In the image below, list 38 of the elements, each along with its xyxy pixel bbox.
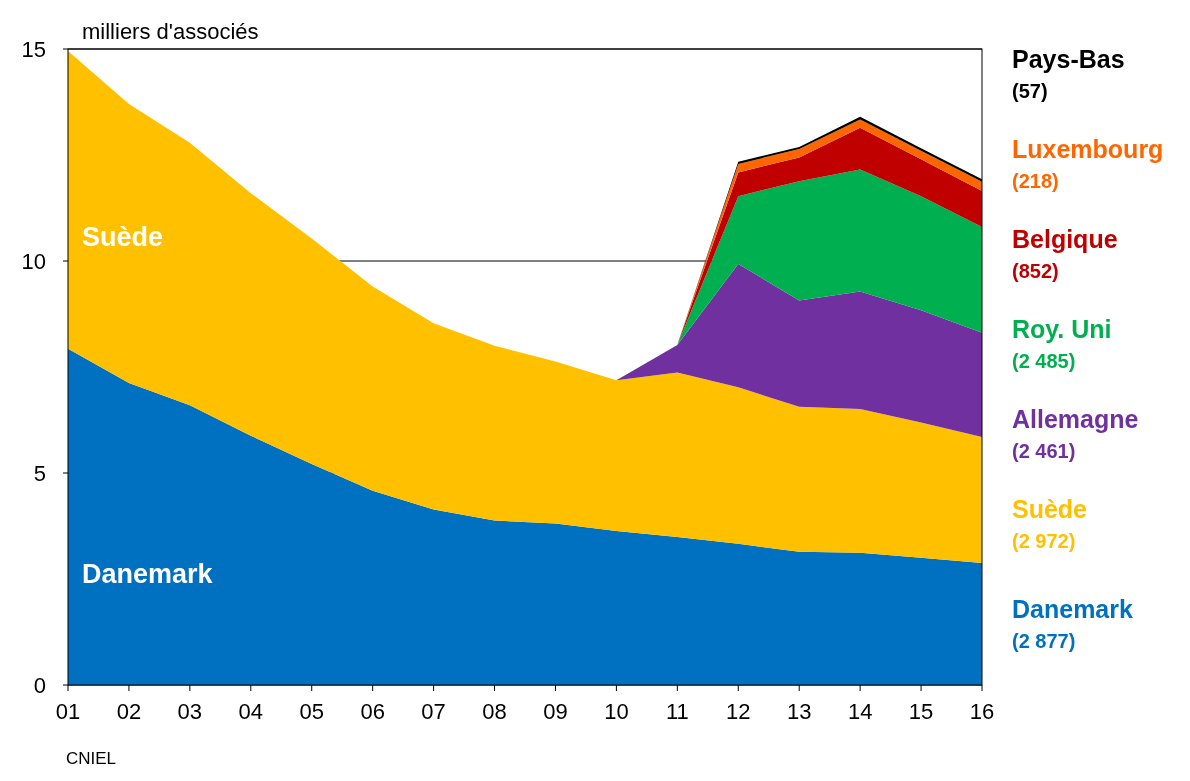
x-tick-label: 13: [786, 699, 812, 724]
x-tick-label: 15: [908, 699, 934, 724]
x-tick-label: 11: [665, 699, 689, 724]
y-tick-label: 10: [21, 248, 46, 274]
series-label: Luxembourg: [1012, 135, 1164, 163]
x-tick-label: 14: [847, 699, 873, 724]
x-tick-label: 10: [604, 699, 629, 724]
x-tick-label: 08: [482, 699, 507, 724]
x-tick-label: 04: [238, 699, 264, 724]
text: (218): [1012, 170, 1059, 192]
y-tick-label: 0: [33, 672, 46, 698]
text: (852): [1012, 260, 1059, 282]
series-label: Danemark: [1012, 594, 1133, 623]
x-tick-label: 06: [360, 699, 385, 724]
y-axis-title: milliers d'associés: [82, 19, 259, 44]
x-tick-label: 01: [55, 699, 81, 724]
y-tick-label: 5: [33, 460, 46, 486]
x-tick-label: 12: [726, 699, 751, 724]
text: (2 461): [1012, 440, 1076, 462]
series-label: Belgique: [1012, 225, 1118, 253]
text: Pays-Bas: [1012, 45, 1125, 73]
series-label: Suède: [1012, 495, 1088, 523]
series-label: Allemagne: [1012, 405, 1139, 433]
x-tick-label: 16: [969, 699, 995, 724]
series-label: Roy. Uni: [1012, 315, 1112, 343]
text: (57): [1012, 80, 1048, 102]
annotation: Danemark: [82, 559, 214, 590]
text: (2 485): [1012, 350, 1076, 372]
x-tick-label: 07: [421, 699, 446, 724]
text: (2 877): [1012, 629, 1076, 652]
x-tick-label: 02: [116, 699, 142, 724]
y-tick-label: 15: [21, 36, 46, 62]
x-tick-label: 05: [299, 699, 324, 724]
text: (2 972): [1012, 530, 1076, 552]
x-tick-label: 03: [177, 699, 203, 724]
x-tick-label: 09: [543, 699, 568, 724]
annotation: Suède: [82, 222, 164, 253]
text: CNIEL: [66, 749, 117, 768]
